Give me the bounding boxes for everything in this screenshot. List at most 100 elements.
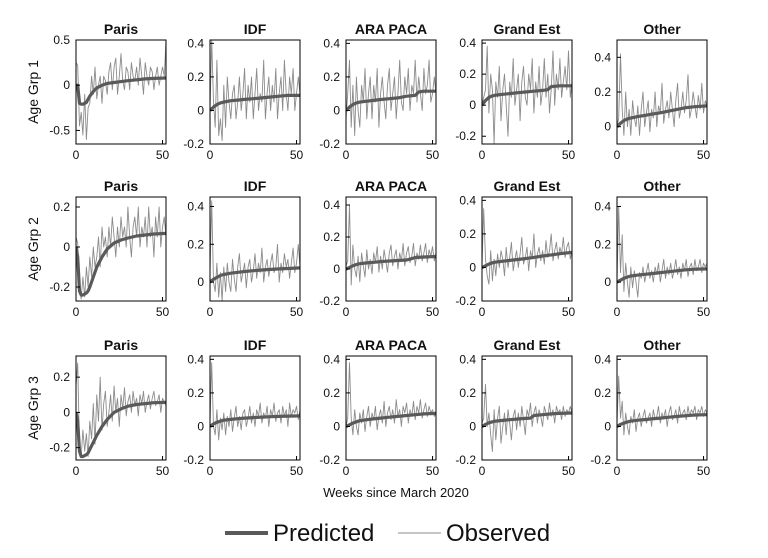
predicted-series-line [210,93,300,112]
predicted-series-line [346,254,436,271]
predicted-series-line [346,411,436,428]
observed-series-line [346,362,436,436]
observed-series-line [210,200,300,301]
x-tick-label: 0 [479,305,486,319]
y-tick-label: 0.2 [459,227,476,241]
y-tick-label: 0.2 [53,370,70,384]
y-tick-label: 0.4 [594,50,611,64]
x-tick-label: 50 [290,464,304,478]
y-tick-label: 0 [197,419,204,433]
y-tick-label: 0 [469,98,476,112]
panel-title: Grand Est [494,21,561,37]
x-tick-label: 0 [614,305,621,319]
predicted-series-line [617,413,707,428]
observed-series-line [482,45,572,144]
observed-series-line [482,208,572,285]
x-tick-label: 50 [426,464,440,478]
panel-title: IDF [244,178,267,194]
panel-frame [616,355,708,461]
x-tick-label: 50 [290,305,304,319]
row-label-age-grp-3: Age Grp 3 [25,376,41,440]
y-tick-label: 0.4 [594,199,611,213]
observed-series-line [482,384,572,453]
x-tick-label: 0 [73,464,80,478]
y-tick-label: 0.4 [323,352,340,366]
y-tick-label: 0 [333,262,340,276]
y-tick-label: -0.2 [319,294,340,308]
x-tick-label: 50 [697,148,711,162]
predicted-series-line [482,84,572,107]
y-tick-label: 0.5 [53,33,70,47]
y-tick-label: 0.2 [594,237,611,251]
y-tick-label: 0 [333,419,340,433]
legend-observed-label: Observed [446,520,550,547]
y-tick-label: 0.2 [323,230,340,244]
y-tick-label: 0.2 [594,85,611,99]
y-tick-label: 0.4 [323,198,340,212]
predicted-series-line [346,89,436,112]
y-tick-label: -0.2 [455,294,476,308]
y-tick-label: -0.2 [319,137,340,151]
observed-series-line [617,53,707,136]
panel-frame [345,196,437,302]
observed-series-line [76,40,166,140]
y-tick-label: 0 [333,103,340,117]
y-tick-label: 0.4 [187,36,204,50]
x-tick-label: 50 [426,305,440,319]
y-tick-label: -0.2 [455,129,476,143]
y-tick-label: 0.2 [53,200,70,214]
y-tick-label: -0.2 [590,453,611,467]
y-tick-label: 0 [197,275,204,289]
y-tick-label: 0.2 [323,70,340,84]
panel-title: ARA PACA [355,337,427,353]
y-tick-label: 0 [469,260,476,274]
x-tick-label: 0 [479,148,486,162]
x-tick-label: 0 [343,148,350,162]
y-tick-label: 0.2 [187,237,204,251]
panel-age-grp-1-other: Other 0 50 0.4 0.2 0 [594,21,710,162]
y-tick-label: 0.4 [323,36,340,50]
observed-series-line [76,362,166,457]
predicted-series-line [482,250,572,269]
x-tick-label: 50 [562,305,576,319]
x-tick-label: 0 [207,305,214,319]
observed-series-line [210,40,300,142]
x-tick-label: 50 [290,148,304,162]
panel-title: Grand Est [494,337,561,353]
predicted-series-line [210,266,300,284]
panel-title: IDF [244,21,267,37]
x-tick-label: 0 [207,148,214,162]
panel-frame [209,196,301,302]
y-tick-label: 0.4 [187,352,204,366]
panel-title: Other [643,178,681,194]
x-tick-label: 0 [479,464,486,478]
x-tick-label: 0 [343,305,350,319]
panel-frame [345,39,437,145]
x-tick-label: 0 [614,464,621,478]
predicted-series-line [482,411,572,428]
y-tick-label: 0.2 [187,70,204,84]
observed-series-line [346,204,436,286]
x-tick-label: 0 [73,305,80,319]
row-label-age-grp-2: Age Grp 2 [25,217,41,281]
predicted-series-line [76,231,166,297]
x-tick-label: 50 [156,464,170,478]
y-tick-label: 0.2 [594,386,611,400]
panel-frame [481,39,573,145]
x-tick-label: 0 [343,464,350,478]
y-tick-label: 0 [63,240,70,254]
x-tick-label: 50 [562,148,576,162]
panel-frame [209,355,301,461]
y-tick-label: -0.2 [183,137,204,151]
panel-title: Paris [104,337,138,353]
y-tick-label: 0.4 [459,352,476,366]
panel-age-grp-2-other: Other 0 50 0.4 0.2 0 [594,178,710,319]
panel-title: Other [643,21,681,37]
